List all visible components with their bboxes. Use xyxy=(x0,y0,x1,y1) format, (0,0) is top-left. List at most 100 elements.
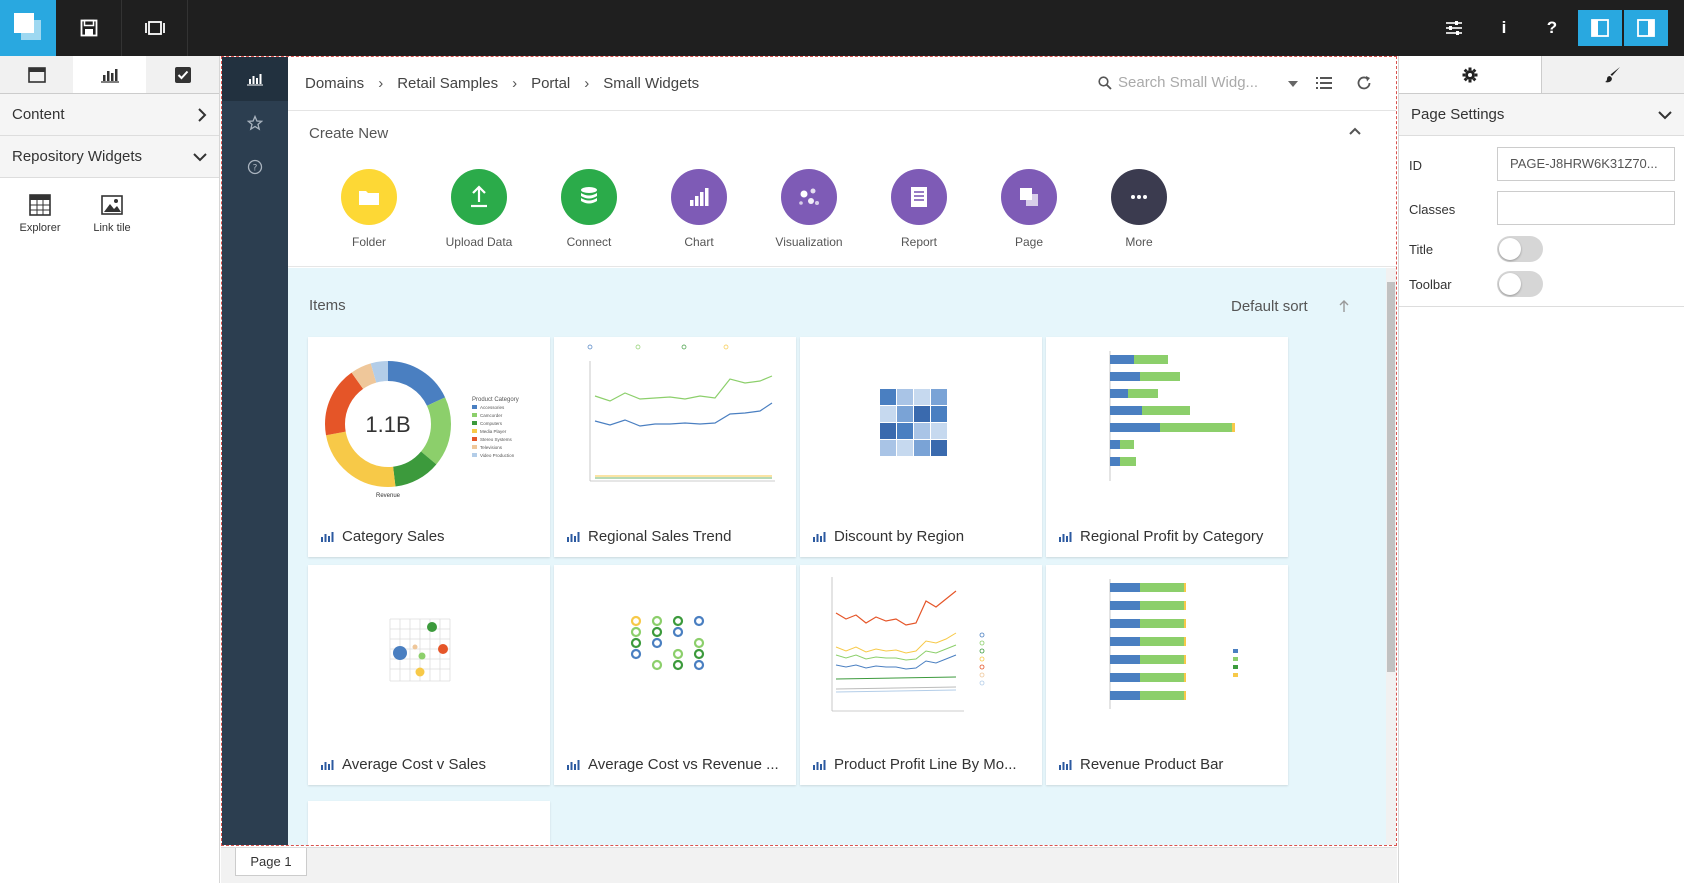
create-report-button[interactable]: Report xyxy=(864,169,974,249)
toolbar-toggle[interactable] xyxy=(1497,271,1543,297)
classes-field[interactable] xyxy=(1497,191,1675,225)
nav-help[interactable]: ? xyxy=(222,145,288,189)
dropdown-caret-icon[interactable] xyxy=(1288,81,1298,87)
legend-entry: Camcorder xyxy=(480,413,503,418)
create-connect-button[interactable]: Connect xyxy=(534,169,644,249)
info-icon: i xyxy=(1501,18,1507,37)
create-new-section: Create New Folder Upload Data xyxy=(288,111,1396,267)
breadcrumb-retail-samples[interactable]: Retail Samples xyxy=(397,75,499,92)
heatmap-cell xyxy=(880,406,896,422)
heatmap-cell xyxy=(914,406,930,422)
card-title-text: Regional Sales Trend xyxy=(588,528,732,545)
card-title-text: Average Cost v Sales xyxy=(342,756,486,773)
search-input[interactable]: Search Small Widg... xyxy=(1118,74,1259,91)
right-panel-icon xyxy=(1637,19,1655,37)
scrollbar-thumb[interactable] xyxy=(1387,282,1395,672)
heatmap-cell xyxy=(897,389,913,405)
legend-swatch xyxy=(472,453,477,457)
breadcrumb: Domains › Retail Samples › Portal › Smal… xyxy=(288,57,1396,111)
card-title: Revenue Product Bar xyxy=(1058,756,1223,773)
layout-icon xyxy=(27,66,46,83)
item-card-revenue-product-bar[interactable]: Revenue Product Bar xyxy=(1046,565,1288,785)
list-view-icon[interactable] xyxy=(1316,76,1332,90)
item-card-category-sales[interactable]: 1.1B Revenue Product Category Accessorie… xyxy=(308,337,550,557)
help-button[interactable]: ? xyxy=(1534,10,1570,46)
save-button[interactable] xyxy=(56,0,122,56)
paintbrush-icon xyxy=(1605,66,1620,82)
widget-link-tile[interactable]: Link tile xyxy=(86,194,138,234)
create-visualization-button[interactable]: Visualization xyxy=(754,169,864,249)
sort-dropdown[interactable]: Default sort xyxy=(1231,298,1308,315)
breadcrumb-domains[interactable]: Domains xyxy=(305,75,365,92)
item-card-product-profit-line[interactable]: Product Profit Line By Mo... xyxy=(800,565,1042,785)
card-title: Regional Sales Trend xyxy=(566,528,731,545)
refresh-icon[interactable] xyxy=(1356,75,1372,91)
tab-checked[interactable] xyxy=(146,56,219,93)
tab-page-1[interactable]: Page 1 xyxy=(235,848,307,876)
donut-xlabel: Revenue xyxy=(376,493,401,499)
legend-swatch xyxy=(472,405,477,409)
breadcrumb-portal[interactable]: Portal xyxy=(531,75,571,92)
create-page-label: Page xyxy=(1014,235,1044,249)
item-card-regional-profit-by-category[interactable]: Regional Profit by Category xyxy=(1046,337,1288,557)
items-scrollbar[interactable] xyxy=(1386,268,1396,845)
item-card-regional-sales-trend[interactable]: Regional Sales Trend xyxy=(554,337,796,557)
chevron-right-icon: › xyxy=(584,75,590,92)
toolbar-label: Toolbar xyxy=(1409,277,1452,292)
slides-icon xyxy=(144,21,165,35)
content-section-header[interactable]: Content xyxy=(0,94,219,136)
create-more-button[interactable]: More xyxy=(1084,169,1194,249)
repository-widgets-section-header[interactable]: Repository Widgets xyxy=(0,136,219,178)
widget-explorer[interactable]: Explorer xyxy=(14,194,66,234)
app-logo[interactable] xyxy=(0,0,56,56)
chart-type-icon xyxy=(813,531,826,542)
stacked-bar-segment xyxy=(1184,655,1186,664)
bubble-point xyxy=(693,615,705,627)
tab-layout[interactable] xyxy=(0,56,73,93)
bubble-point xyxy=(630,648,642,660)
bubble-point xyxy=(630,615,642,627)
legend-entry: Accessories xyxy=(480,405,505,410)
card-title: Product Profit Line By Mo... xyxy=(812,756,1017,773)
create-upload-data-label: Upload Data xyxy=(445,235,513,249)
svg-text:?: ? xyxy=(253,164,258,174)
widget-explorer-label: Explorer xyxy=(19,222,61,234)
donut-center-value: 1.1B xyxy=(365,412,410,437)
create-page-button[interactable]: Page xyxy=(974,169,1084,249)
chart-type-icon xyxy=(813,759,826,770)
heatmap-cell xyxy=(914,389,930,405)
search-box[interactable]: Search Small Widg... xyxy=(1098,74,1258,91)
create-chart-button[interactable]: Chart xyxy=(644,169,754,249)
multiline-chart-thumbnail xyxy=(831,577,985,712)
nav-favorites[interactable] xyxy=(222,101,288,145)
items-title: Items xyxy=(309,297,346,314)
tab-widgets[interactable] xyxy=(73,56,146,93)
bubble-point xyxy=(693,659,705,671)
donut-legend-title: Product Category xyxy=(472,397,519,403)
tab-styles[interactable] xyxy=(1541,56,1684,93)
create-folder-button[interactable]: Folder xyxy=(314,169,424,249)
item-card-average-cost-vs-revenue[interactable]: Average Cost vs Revenue ... xyxy=(554,565,796,785)
sort-ascending-icon[interactable] xyxy=(1339,299,1349,313)
item-card-partial[interactable] xyxy=(308,801,550,845)
item-card-average-cost-v-sales[interactable]: Average Cost v Sales xyxy=(308,565,550,785)
bar-chart-icon xyxy=(247,74,263,86)
legend-swatch xyxy=(472,429,477,433)
stacked-bar-thumbnail xyxy=(1109,579,1238,709)
presentation-mode-button[interactable] xyxy=(122,0,188,56)
toggle-right-panel-button[interactable] xyxy=(1624,10,1668,46)
toggle-left-panel-button[interactable] xyxy=(1578,10,1622,46)
create-upload-data-button[interactable]: Upload Data xyxy=(424,169,534,249)
tab-properties[interactable] xyxy=(1399,56,1541,93)
page-settings-header[interactable]: Page Settings xyxy=(1399,94,1684,136)
chevron-up-icon[interactable] xyxy=(1349,127,1361,135)
id-field[interactable]: PAGE-J8HRW6K31Z70... xyxy=(1497,147,1675,181)
nav-repository[interactable] xyxy=(222,57,288,101)
info-button[interactable]: i xyxy=(1486,10,1522,46)
title-toggle[interactable] xyxy=(1497,236,1543,262)
item-card-discount-by-region[interactable]: Discount by Region xyxy=(800,337,1042,557)
heatmap-cell xyxy=(914,440,930,456)
chart-type-icon xyxy=(1059,759,1072,770)
settings-sliders-button[interactable] xyxy=(1436,10,1472,46)
stacked-bar-segment xyxy=(1110,583,1140,592)
